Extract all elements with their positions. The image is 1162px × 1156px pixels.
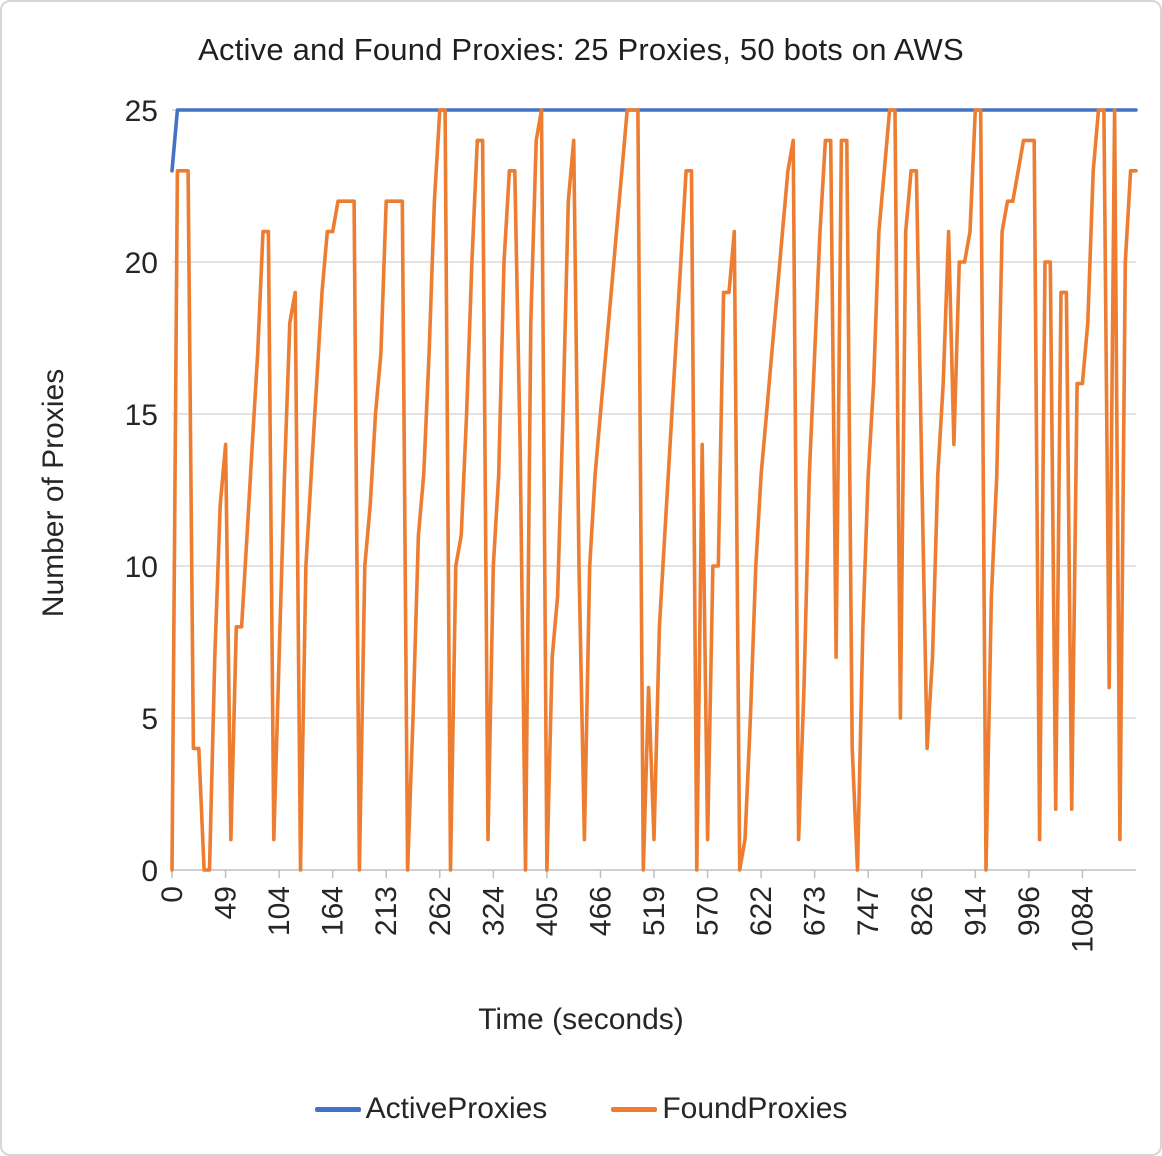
foundproxies-legend-label: FoundProxies [662,1092,848,1125]
x-tick-label: 914 [959,886,992,936]
x-tick-label: 104 [263,886,296,936]
x-tick-label: 405 [531,886,564,936]
y-tick-label: 5 [141,703,158,736]
y-tick-label: 15 [125,399,158,432]
legend-item-activeproxies: ActiveProxies [314,1092,548,1126]
x-tick-label: 996 [1013,886,1046,936]
x-tick-label: 466 [584,886,617,936]
x-tick-label: 49 [210,886,243,919]
x-tick-label: 747 [852,886,885,936]
activeproxies-line [170,108,1138,173]
x-tick-label: 622 [745,886,778,936]
x-tick-label: 213 [370,886,403,936]
chart-title: Active and Found Proxies: 25 Proxies, 50… [198,32,964,67]
y-tick-label: 25 [125,95,158,128]
x-tick-label: 0 [156,886,189,903]
y-tick-label: 0 [141,855,158,888]
activeproxies-legend-label: ActiveProxies [365,1092,548,1125]
x-tick-label: 1084 [1066,886,1099,953]
legend-item-foundproxies: FoundProxies [611,1092,847,1126]
foundproxies-line-swatch [611,1106,658,1112]
y-tick-label: 20 [125,247,158,280]
x-tick-label: 673 [799,886,832,936]
y-tick-label: 10 [125,551,158,584]
legend: ActiveProxies FoundProxies [2,1092,1160,1126]
x-tick-label: 826 [906,886,939,936]
activeproxies-line-swatch [314,1106,361,1112]
x-axis-title: Time (seconds) [478,1003,684,1036]
foundproxies-line [170,108,1138,872]
x-tick-label: 164 [317,886,350,936]
x-tick-label: 570 [692,886,725,936]
x-tick-label: 324 [477,886,510,936]
x-tick-label: 262 [424,886,457,936]
x-tick-label: 519 [638,886,671,936]
y-axis-title: Number of Proxies [37,368,70,618]
